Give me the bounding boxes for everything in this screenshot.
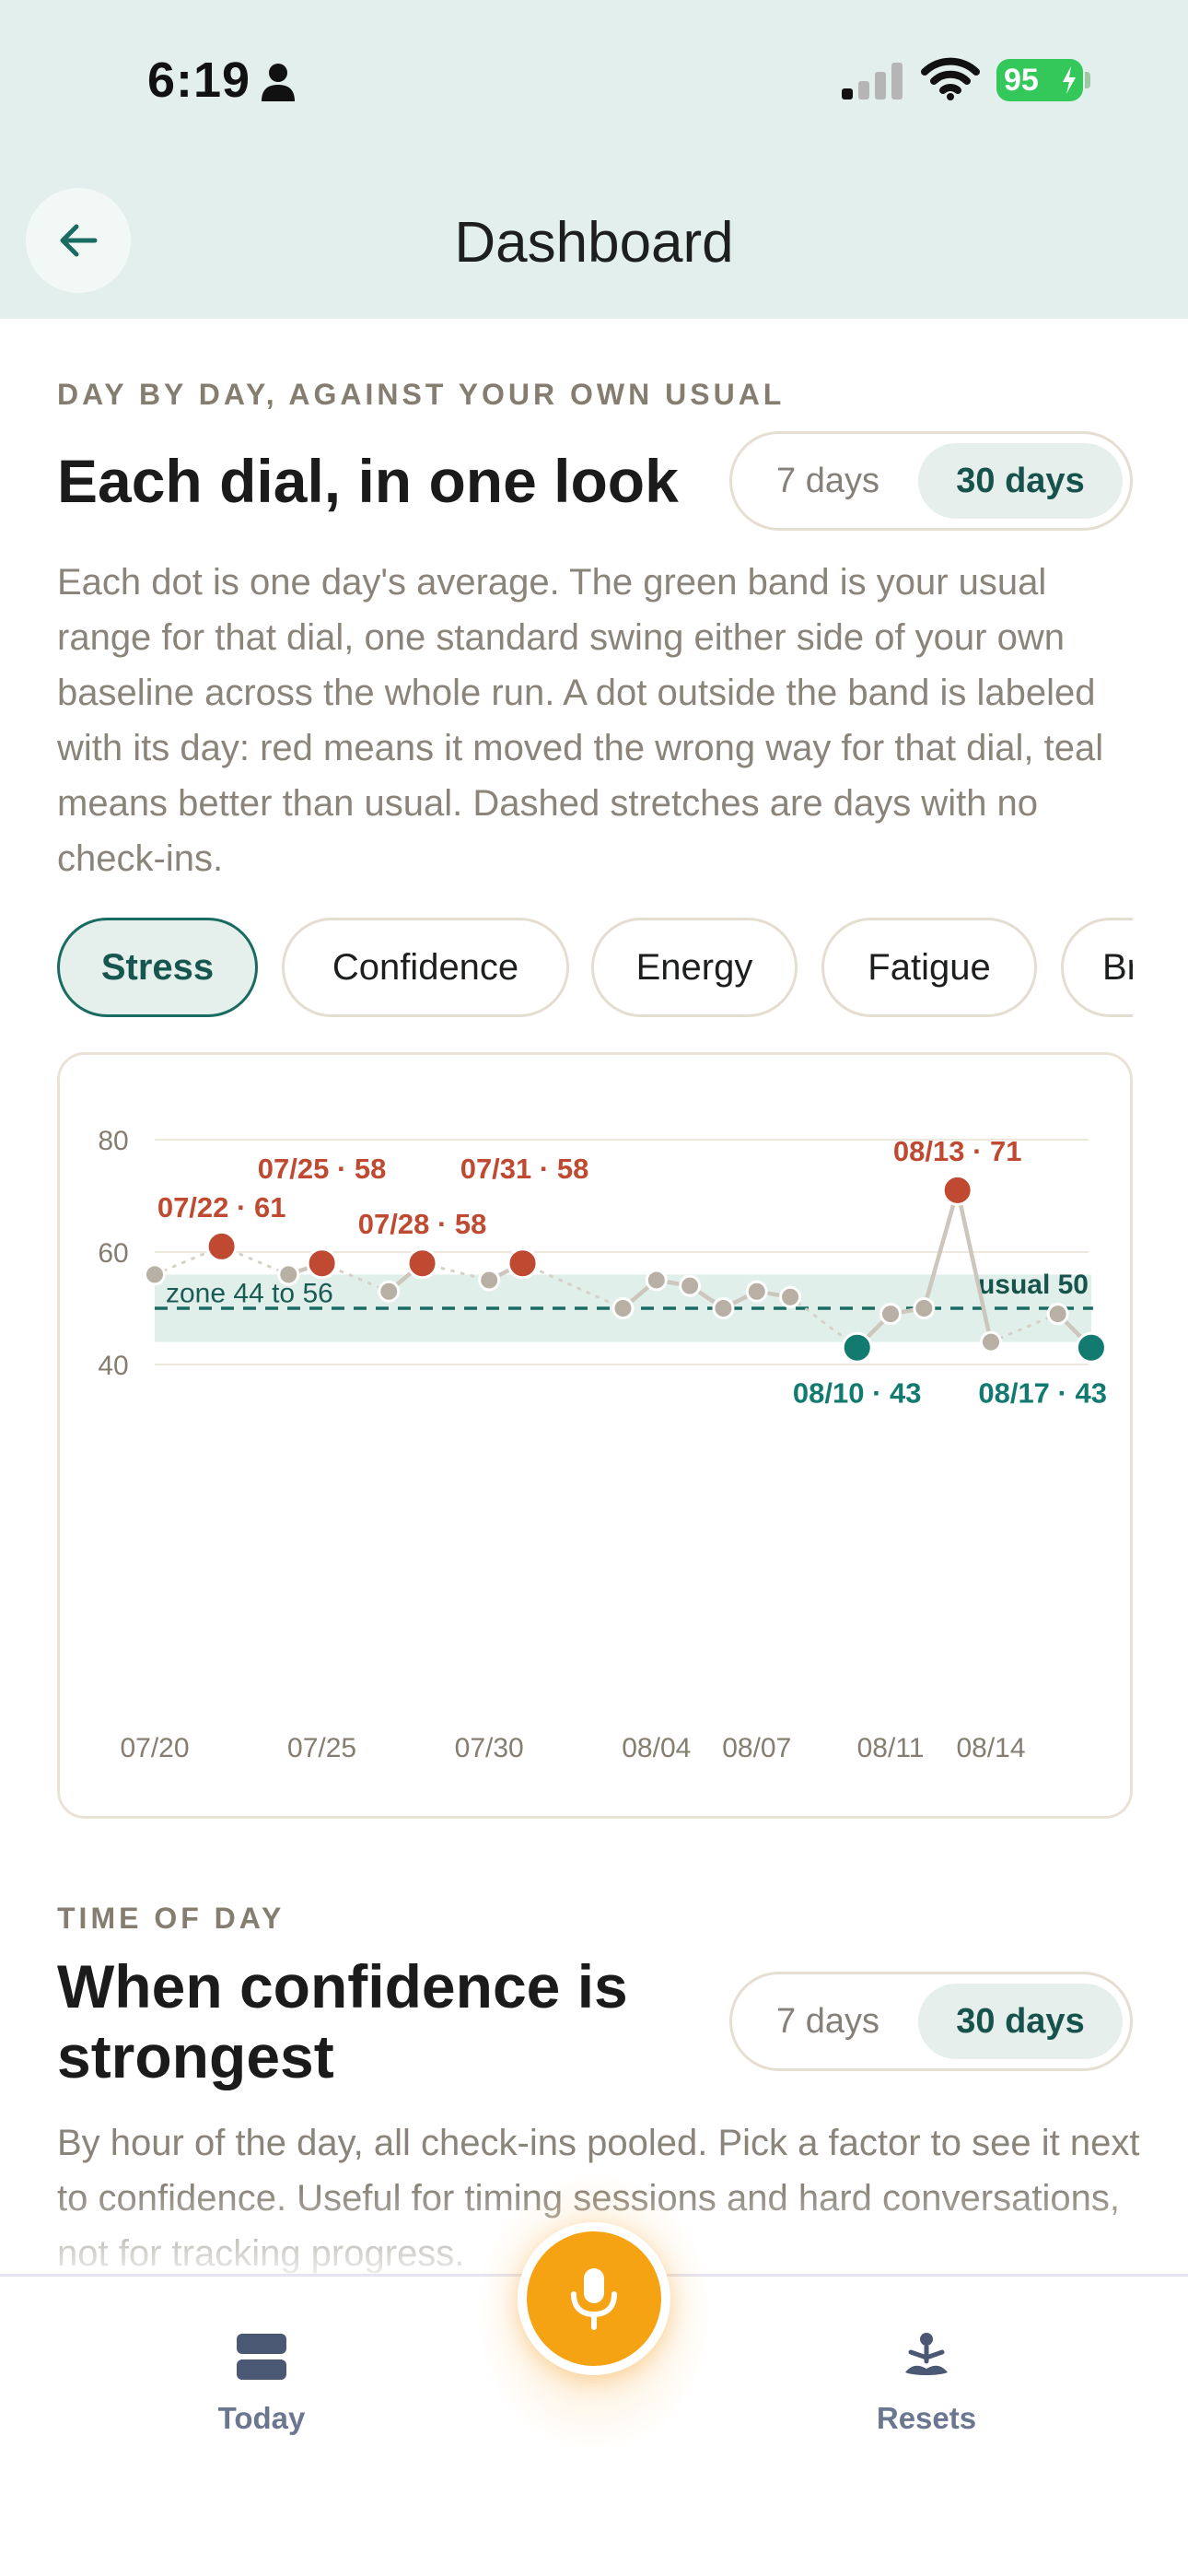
data-point-worse	[507, 1247, 539, 1280]
point-label: 07/28 · 58	[358, 1208, 487, 1240]
tab-resets[interactable]: Resets	[834, 2330, 1019, 2436]
line-segment	[922, 1188, 960, 1311]
signal-icon	[842, 63, 903, 100]
data-point-better	[841, 1331, 873, 1364]
point-label: 07/25 · 58	[258, 1153, 387, 1185]
gap-segment	[989, 1312, 1060, 1344]
point-label: 08/13 · 71	[893, 1135, 1022, 1167]
range-option-30-days[interactable]: 30 days	[918, 443, 1123, 519]
data-point-better	[1075, 1331, 1107, 1364]
data-point	[879, 1303, 903, 1326]
data-point	[1046, 1303, 1069, 1326]
data-point	[144, 1263, 166, 1286]
top-bar: 6:19 95 Dashboard	[0, 0, 1188, 319]
data-point	[478, 1269, 501, 1292]
page-title: Dashboard	[454, 211, 734, 275]
data-point	[712, 1297, 735, 1319]
chip-fatigue[interactable]: Fatigue	[821, 918, 1037, 1017]
stress-chart-card: 40 60 80 zone 44 to 56 usual 50 07/22 · 61 07/…	[57, 1052, 1133, 1819]
point-label: 07/22 · 61	[157, 1191, 286, 1224]
line-segment	[955, 1188, 994, 1344]
range2-option-7-days[interactable]: 7 days	[776, 2001, 879, 2041]
chip-energy[interactable]: Energy	[591, 918, 798, 1017]
y-tick-label: 80	[98, 1126, 128, 1156]
x-tick-label: 07/30	[455, 1733, 524, 1763]
data-point	[745, 1280, 768, 1303]
section-title: Each dial, in one look	[57, 447, 679, 515]
chip-partial[interactable]: Br	[1061, 918, 1133, 1017]
battery-cap	[1085, 72, 1090, 88]
battery-indicator: 95	[996, 59, 1083, 101]
section2-title-line1: When confidence is	[57, 1952, 628, 2020]
tab-today[interactable]: Today	[169, 2330, 354, 2436]
tab-today-label: Today	[217, 2401, 306, 2435]
charging-bolt-icon	[1063, 66, 1076, 94]
arrow-left-icon	[60, 224, 98, 257]
data-point-worse	[406, 1247, 438, 1280]
x-tick-label: 08/11	[857, 1733, 925, 1763]
data-point-worse	[306, 1247, 338, 1280]
data-point-worse	[205, 1230, 238, 1262]
x-tick-label: 07/25	[287, 1733, 356, 1763]
dial-filter-chips: Stress Confidence Energy Fatigue Br	[57, 918, 1133, 1021]
data-point	[980, 1330, 1002, 1353]
wifi-icon	[921, 57, 980, 100]
section2-title-line2: strongest	[57, 2022, 334, 2090]
x-tick-label: 08/04	[622, 1733, 691, 1763]
band-label: zone 44 to 56	[166, 1278, 333, 1308]
microphone-button[interactable]	[518, 2222, 670, 2375]
usual-label: usual 50	[978, 1270, 1089, 1300]
range-toggle-2: 7 days 30 days	[729, 1972, 1133, 2071]
point-label: 08/17 · 43	[978, 1377, 1107, 1410]
data-point-worse	[941, 1174, 973, 1206]
section-description: Each dot is one day's average. The green…	[57, 562, 1104, 879]
battery-level: 95	[1004, 63, 1039, 98]
data-point	[913, 1297, 936, 1319]
y-tick-label: 60	[98, 1238, 128, 1269]
stress-line-chart: 40 60 80 zone 44 to 56 usual 50 07/22 · 61 07/…	[98, 1126, 1107, 1763]
gap-segment	[521, 1261, 624, 1310]
person-icon	[262, 64, 295, 101]
data-point	[378, 1280, 401, 1303]
y-tick-label: 40	[98, 1351, 128, 1381]
chip-stress[interactable]: Stress	[57, 918, 258, 1017]
status-time: 6:19	[147, 53, 251, 108]
x-tick-label: 08/07	[722, 1733, 791, 1763]
x-tick-label: 07/20	[120, 1733, 189, 1763]
data-point	[277, 1263, 300, 1286]
section2-eyebrow: TIME OF DAY	[57, 1902, 285, 1935]
microphone-icon	[571, 2268, 617, 2330]
tab-resets-label: Resets	[876, 2401, 977, 2435]
point-label: 08/10 · 43	[793, 1377, 922, 1410]
back-button[interactable]	[26, 188, 131, 293]
section-eyebrow: DAY BY DAY, AGAINST YOUR OWN USUAL	[57, 378, 786, 411]
range-toggle: 7 days 30 days	[729, 431, 1133, 531]
data-point	[779, 1285, 802, 1308]
today-icon	[237, 2334, 286, 2380]
range2-option-30-days[interactable]: 30 days	[918, 1984, 1123, 2059]
meditation-icon	[905, 2333, 948, 2375]
data-point	[611, 1297, 635, 1319]
point-label: 07/31 · 58	[460, 1153, 589, 1185]
data-point	[645, 1269, 668, 1292]
chip-confidence[interactable]: Confidence	[282, 918, 569, 1017]
range-option-7-days[interactable]: 7 days	[776, 461, 879, 500]
data-point	[679, 1274, 702, 1297]
x-tick-label: 08/14	[956, 1733, 1025, 1763]
